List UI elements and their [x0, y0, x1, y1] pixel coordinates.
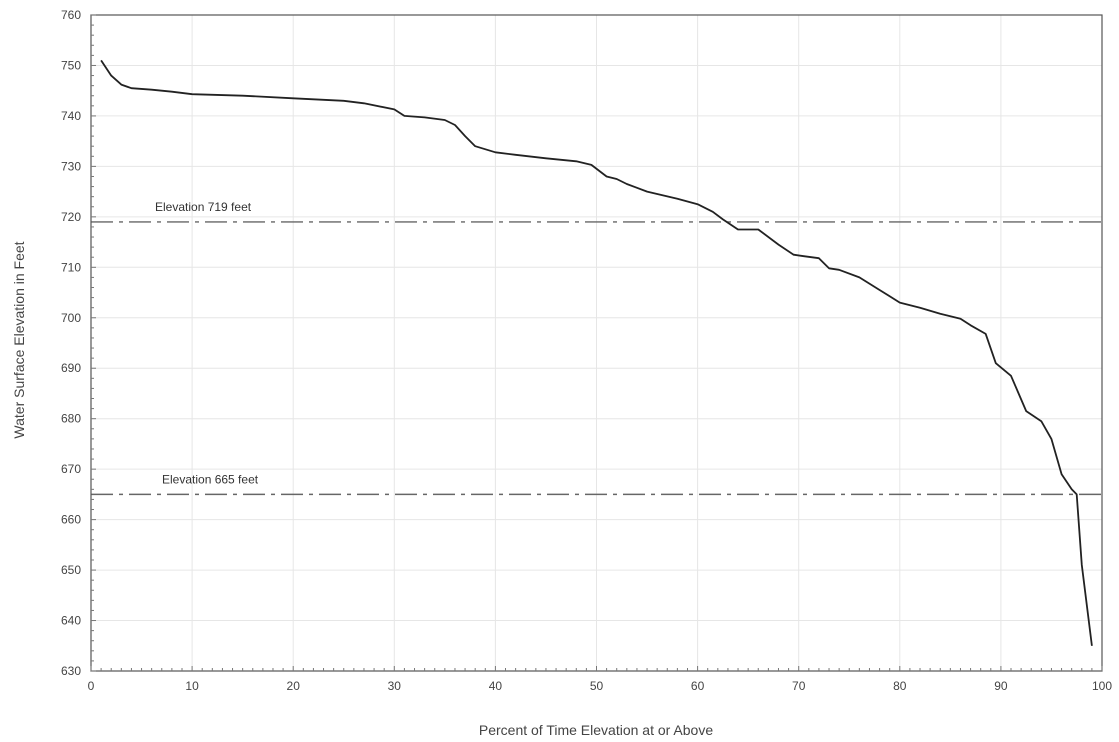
- grid-lines: [91, 15, 1102, 671]
- y-tick-label: 670: [61, 462, 81, 476]
- y-tick-label: 630: [61, 664, 81, 678]
- x-tick-label: 10: [185, 679, 199, 693]
- x-tick-label: 0: [88, 679, 95, 693]
- reference-line-label: Elevation 665 feet: [162, 472, 259, 486]
- reference-lines: Elevation 719 feet Elevation 665 feet: [91, 200, 1102, 496]
- y-tick-label: 690: [61, 361, 81, 375]
- y-tick-label: 740: [61, 109, 81, 123]
- y-axis-title: Water Surface Elevation in Feet: [11, 241, 27, 438]
- x-tick-label: 60: [691, 679, 705, 693]
- x-tick-label: 70: [792, 679, 806, 693]
- x-tick-label: 80: [893, 679, 907, 693]
- x-tick-label: 40: [489, 679, 503, 693]
- y-tick-label: 660: [61, 513, 81, 527]
- tick-labels: 0 10 20 30 40 50 60 70 80 90 100 630 640 650 660 670 680…: [61, 8, 1112, 693]
- data-series: [100, 59, 1093, 646]
- y-tick-label: 640: [61, 614, 81, 628]
- elevation-duration-curve: [100, 59, 1093, 646]
- y-tick-label: 760: [61, 8, 81, 22]
- y-tick-label: 720: [61, 210, 81, 224]
- x-tick-label: 30: [388, 679, 402, 693]
- y-tick-label: 750: [61, 58, 81, 72]
- axes: [90, 14, 1103, 672]
- x-tick-label: 50: [590, 679, 604, 693]
- y-tick-label: 650: [61, 563, 81, 577]
- x-tick-label: 100: [1092, 679, 1112, 693]
- x-tick-label: 20: [287, 679, 301, 693]
- y-tick-label: 680: [61, 412, 81, 426]
- y-tick-label: 730: [61, 159, 81, 173]
- reference-line-label: Elevation 719 feet: [155, 200, 252, 214]
- x-tick-label: 90: [994, 679, 1008, 693]
- y-tick-label: 710: [61, 260, 81, 274]
- x-axis-title: Percent of Time Elevation at or Above: [479, 722, 713, 738]
- y-tick-label: 700: [61, 311, 81, 325]
